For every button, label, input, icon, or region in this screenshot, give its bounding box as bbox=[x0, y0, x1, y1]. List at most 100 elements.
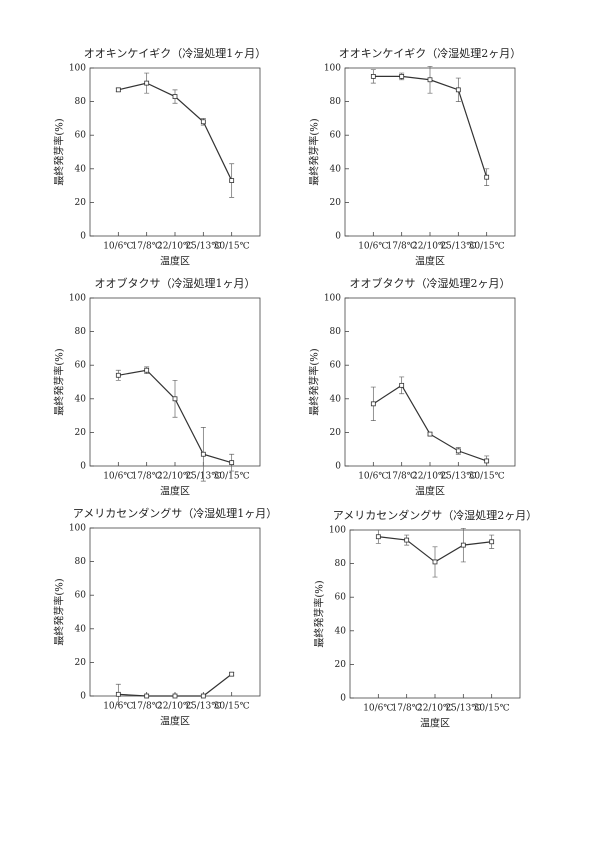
chart: オオブタクサ（冷湿処理2ヶ月） 温度区 最終発芽率(%) 0 20 40 60 80 100 10… bbox=[308, 276, 516, 498]
chart: オオブタクサ（冷湿処理1ヶ月） 温度区 最終発芽率(%) 0 20 40 60 80 100 10… bbox=[53, 276, 261, 498]
x-tick-label: 25/13℃ bbox=[185, 702, 221, 712]
x-tick-label: 25/13℃ bbox=[185, 242, 221, 252]
data-point bbox=[427, 431, 433, 437]
y-tick-label: 40 bbox=[75, 394, 87, 404]
y-tick-label: 60 bbox=[330, 361, 342, 371]
x-tick-label: 10/6℃ bbox=[103, 702, 133, 712]
y-axis-label: 最終発芽率(%) bbox=[53, 348, 66, 415]
y-tick-label: 60 bbox=[330, 131, 342, 141]
data-point bbox=[115, 87, 121, 93]
x-tick-label: 30/15℃ bbox=[214, 472, 250, 482]
data-point bbox=[489, 539, 495, 545]
data-point bbox=[172, 94, 178, 99]
data-point bbox=[172, 396, 178, 402]
y-tick-label: 80 bbox=[335, 559, 347, 569]
y-tick-label: 0 bbox=[80, 462, 86, 472]
y-tick-label: 60 bbox=[75, 591, 87, 601]
y-axis-label: 最終発芽率(%) bbox=[53, 578, 66, 645]
data-point bbox=[115, 372, 121, 378]
x-tick-label: 22/10℃ bbox=[157, 242, 193, 252]
plot-frame bbox=[344, 297, 516, 467]
y-tick-label: 100 bbox=[69, 524, 86, 534]
y-tick-label: 40 bbox=[330, 164, 342, 174]
y-tick-label: 20 bbox=[335, 660, 347, 670]
x-tick-label: 22/10℃ bbox=[157, 702, 193, 712]
y-axis-label: 最終発芽率(%) bbox=[308, 348, 321, 415]
y-tick-label: 80 bbox=[330, 327, 342, 337]
x-tick-label: 30/15℃ bbox=[214, 702, 250, 712]
x-tick-label: 22/10℃ bbox=[157, 472, 193, 482]
y-axis-label: 最終発芽率(%) bbox=[53, 118, 66, 185]
x-tick-label: 17/8℃ bbox=[132, 242, 162, 252]
y-tick-label: 100 bbox=[324, 64, 341, 74]
x-tick-label: 17/8℃ bbox=[132, 472, 162, 482]
y-tick-label: 20 bbox=[330, 428, 342, 438]
y-tick-label: 80 bbox=[75, 327, 87, 337]
x-tick-label: 17/8℃ bbox=[392, 704, 422, 714]
data-point bbox=[399, 74, 405, 79]
x-tick-label: 30/15℃ bbox=[474, 704, 510, 714]
x-tick-label: 25/13℃ bbox=[445, 704, 481, 714]
y-tick-label: 20 bbox=[75, 198, 87, 208]
x-tick-label: 10/6℃ bbox=[103, 472, 133, 482]
x-tick-label: 17/8℃ bbox=[387, 472, 417, 482]
x-tick-label: 17/8℃ bbox=[132, 702, 162, 712]
data-point bbox=[455, 448, 461, 454]
x-tick-label: 10/6℃ bbox=[358, 472, 388, 482]
data-point bbox=[200, 693, 206, 699]
data-point bbox=[484, 174, 490, 180]
x-tick-label: 17/8℃ bbox=[387, 242, 417, 252]
data-line bbox=[373, 384, 487, 462]
y-tick-label: 60 bbox=[75, 131, 87, 141]
y-tick-label: 100 bbox=[329, 526, 346, 536]
data-point bbox=[229, 178, 235, 183]
y-tick-label: 40 bbox=[75, 624, 87, 634]
y-tick-label: 60 bbox=[75, 361, 87, 371]
y-tick-label: 100 bbox=[324, 294, 341, 304]
x-tick-label: 22/10℃ bbox=[412, 472, 448, 482]
x-tick-label: 22/10℃ bbox=[412, 242, 448, 252]
x-tick-label: 10/6℃ bbox=[103, 242, 133, 252]
x-tick-label: 10/6℃ bbox=[363, 704, 393, 714]
data-point bbox=[375, 534, 381, 540]
x-tick-label: 30/15℃ bbox=[469, 472, 505, 482]
data-point bbox=[144, 80, 150, 86]
plot-frame bbox=[89, 527, 261, 697]
x-tick-label: 30/15℃ bbox=[469, 242, 505, 252]
y-tick-label: 20 bbox=[330, 198, 342, 208]
x-axis-label: 温度区 bbox=[160, 485, 190, 498]
data-point bbox=[427, 77, 433, 83]
chart-title: アメリカセンダングサ（冷湿処理2ヶ月） bbox=[333, 508, 537, 522]
chart-title: オオブタクサ（冷湿処理1ヶ月） bbox=[95, 276, 256, 290]
data-point bbox=[370, 401, 376, 407]
chart-title: オオブタクサ（冷湿処理2ヶ月） bbox=[350, 276, 511, 290]
y-tick-label: 80 bbox=[330, 97, 342, 107]
y-tick-label: 0 bbox=[80, 232, 86, 242]
data-point bbox=[460, 542, 466, 548]
y-axis-label: 最終発芽率(%) bbox=[313, 580, 326, 647]
y-tick-label: 40 bbox=[335, 626, 347, 636]
y-tick-label: 0 bbox=[340, 694, 346, 704]
y-axis-label: 最終発芽率(%) bbox=[308, 118, 321, 185]
data-point bbox=[432, 559, 438, 565]
x-axis-label: 温度区 bbox=[415, 485, 445, 498]
data-point bbox=[455, 87, 461, 93]
data-point bbox=[200, 119, 206, 125]
y-tick-label: 100 bbox=[69, 64, 86, 74]
chart-title: オオキンケイギク（冷湿処理1ヶ月） bbox=[84, 47, 266, 60]
y-tick-label: 100 bbox=[69, 294, 86, 304]
x-axis-label: 温度区 bbox=[160, 715, 190, 728]
data-point bbox=[144, 367, 150, 373]
y-tick-label: 20 bbox=[75, 428, 87, 438]
y-tick-label: 60 bbox=[335, 593, 347, 603]
chart: アメリカセンダングサ（冷湿処理1ヶ月） 温度区 最終発芽率(%) 0 20 40 60 80 1… bbox=[53, 506, 278, 728]
y-tick-label: 0 bbox=[80, 692, 86, 702]
chart: オオキンケイギク（冷湿処理1ヶ月） 温度区 最終発芽率(%) 0 20 40 60 80 100… bbox=[53, 47, 267, 268]
x-tick-label: 22/10℃ bbox=[417, 704, 453, 714]
data-point bbox=[144, 693, 150, 699]
x-tick-label: 30/15℃ bbox=[214, 242, 250, 252]
y-tick-label: 80 bbox=[75, 557, 87, 567]
data-point bbox=[404, 537, 410, 543]
chart: オオキンケイギク（冷湿処理2ヶ月） 温度区 最終発芽率(%) 0 20 40 60 80 100… bbox=[308, 47, 522, 268]
